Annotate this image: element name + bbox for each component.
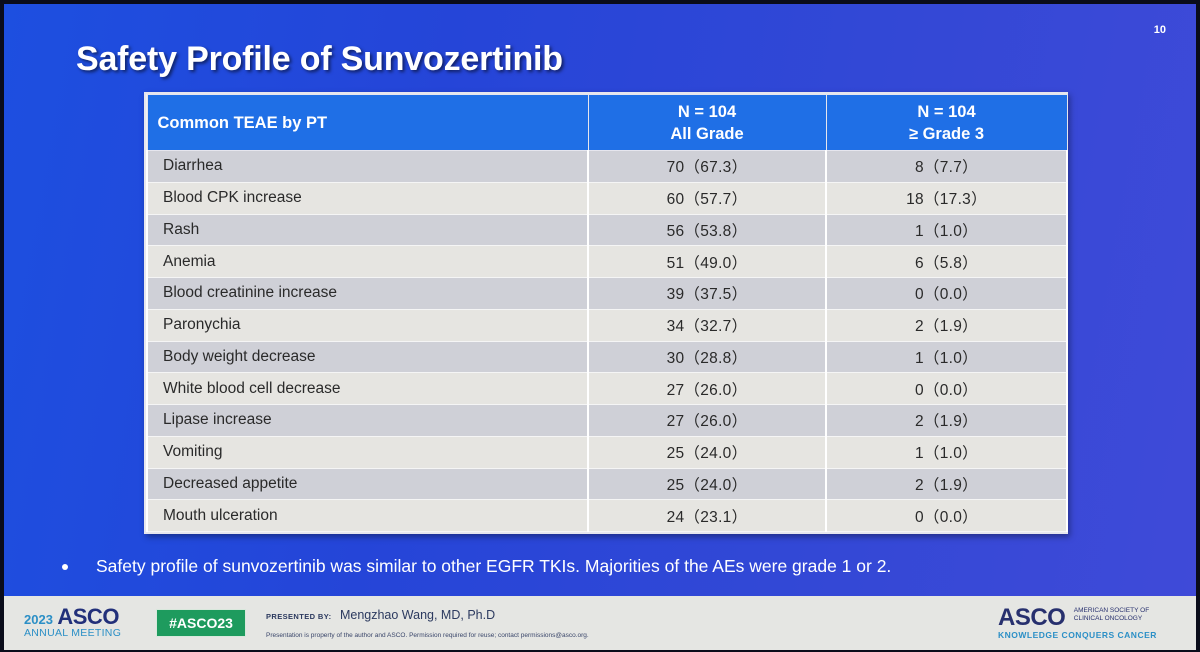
grade3-cell: 1（1.0） xyxy=(825,213,1068,247)
event-cell: Paronychia xyxy=(146,308,589,342)
copyright-notice: Presentation is property of the author a… xyxy=(266,632,589,639)
asco-society-name: AMERICAN SOCIETY OF CLINICAL ONCOLOGY xyxy=(1074,607,1149,623)
asco-society-logo: ASCO AMERICAN SOCIETY OF CLINICAL ONCOLO… xyxy=(998,604,1184,640)
all-grade-cell: 56（53.8） xyxy=(587,213,827,247)
slide-title: Safety Profile of Sunvozertinib xyxy=(76,40,563,78)
table-row: Mouth ulceration 24（23.1） 0（0.0） xyxy=(146,499,1068,532)
event-cell: Rash xyxy=(146,213,589,247)
meeting-year: 2023 xyxy=(24,612,53,627)
all-grade-cell: 39（37.5） xyxy=(587,277,827,310)
event-cell: Blood creatinine increase xyxy=(146,277,589,310)
event-cell: Blood CPK increase xyxy=(146,181,589,215)
table-row: Paronychia 34（32.7） 2（1.9） xyxy=(146,308,1068,342)
grade3-cell: 8（7.7） xyxy=(825,150,1068,183)
table-row: Decreased appetite 25（24.0） 2（1.9） xyxy=(146,467,1068,501)
all-grade-cell: 27（26.0） xyxy=(587,404,827,437)
teae-table-grid: Common TEAE by PT N = 104 All Grade N = … xyxy=(146,94,1068,532)
grade3-cell: 6（5.8） xyxy=(825,245,1068,278)
header-event: Common TEAE by PT xyxy=(146,94,589,151)
table-row: Lipase increase 27（26.0） 2（1.9） xyxy=(146,404,1068,437)
header-all-grade-label: All Grade xyxy=(670,124,744,143)
all-grade-cell: 60（57.7） xyxy=(587,181,827,215)
grade3-cell: 2（1.9） xyxy=(825,467,1068,501)
summary-bullet: Safety profile of sunvozertinib was simi… xyxy=(62,556,891,577)
table-row: White blood cell decrease 27（26.0） 0（0.0… xyxy=(146,372,1068,405)
asco-annual-meeting-logo: 2023 ASCO ANNUAL MEETING xyxy=(24,604,121,639)
table-header-row: Common TEAE by PT N = 104 All Grade N = … xyxy=(146,94,1068,151)
all-grade-cell: 24（23.1） xyxy=(587,499,827,532)
table-row: Body weight decrease 30（28.8） 1（1.0） xyxy=(146,340,1068,374)
table-row: Blood creatinine increase 39（37.5） 0（0.0… xyxy=(146,277,1068,310)
presented-by-label: PRESENTED BY: xyxy=(266,612,332,621)
header-grade3-label: ≥ Grade 3 xyxy=(908,124,985,143)
grade3-cell: 1（1.0） xyxy=(825,340,1068,374)
teae-table: Common TEAE by PT N = 104 All Grade N = … xyxy=(144,92,1068,534)
header-grade3: N = 104 ≥ Grade 3 xyxy=(825,94,1068,151)
all-grade-cell: 25（24.0） xyxy=(587,435,827,469)
grade3-cell: 0（0.0） xyxy=(825,499,1068,532)
summary-text: Safety profile of sunvozertinib was simi… xyxy=(96,556,892,576)
asco-tagline: KNOWLEDGE CONQUERS CANCER xyxy=(998,630,1157,640)
event-cell: Lipase increase xyxy=(146,404,589,437)
grade3-cell: 2（1.9） xyxy=(825,308,1068,342)
grade3-cell: 2（1.9） xyxy=(825,404,1068,437)
grade3-cell: 0（0.0） xyxy=(825,372,1068,405)
all-grade-cell: 25（24.0） xyxy=(587,467,827,501)
table-row: Rash 56（53.8） 1（1.0） xyxy=(146,213,1068,247)
event-cell: White blood cell decrease xyxy=(146,372,589,405)
all-grade-cell: 30（28.8） xyxy=(587,340,827,374)
presenter-name: Mengzhao Wang, MD, Ph.D xyxy=(339,608,496,622)
event-cell: Body weight decrease xyxy=(146,340,589,374)
event-cell: Anemia xyxy=(146,245,589,278)
header-all-grade-n: N = 104 xyxy=(677,102,737,121)
all-grade-cell: 34（32.7） xyxy=(587,308,827,342)
page-number: 10 xyxy=(1153,24,1166,36)
grade3-cell: 1（1.0） xyxy=(825,435,1068,469)
event-cell: Decreased appetite xyxy=(146,467,589,501)
header-grade3-n: N = 104 xyxy=(917,102,976,121)
all-grade-cell: 51（49.0） xyxy=(587,245,827,278)
society-line-2: CLINICAL ONCOLOGY xyxy=(1073,615,1143,622)
meeting-brand: ASCO xyxy=(57,604,119,629)
slide: Safety Profile of Sunvozertinib 10 Commo… xyxy=(4,4,1196,596)
table-row: Vomiting 25（24.0） 1（1.0） xyxy=(146,435,1068,469)
society-line-1: AMERICAN SOCIETY OF xyxy=(1073,607,1150,614)
all-grade-cell: 27（26.0） xyxy=(587,372,827,405)
presenter-info: PRESENTED BY: Mengzhao Wang, MD, Ph.D Pr… xyxy=(266,606,589,639)
all-grade-cell: 70（67.3） xyxy=(587,150,827,183)
event-cell: Diarrhea xyxy=(146,150,589,183)
grade3-cell: 18（17.3） xyxy=(825,181,1068,215)
hashtag-badge: #ASCO23 xyxy=(156,609,246,637)
meeting-subtitle: ANNUAL MEETING xyxy=(24,627,122,639)
table-row: Blood CPK increase 60（57.7） 18（17.3） xyxy=(146,181,1068,215)
table-row: Diarrhea 70（67.3） 8（7.7） xyxy=(146,150,1068,183)
asco-wordmark: ASCO xyxy=(998,604,1066,631)
event-cell: Vomiting xyxy=(146,435,589,469)
footer: 2023 ASCO ANNUAL MEETING #ASCO23 PRESENT… xyxy=(4,596,1196,650)
event-cell: Mouth ulceration xyxy=(146,499,589,532)
table-row: Anemia 51（49.0） 6（5.8） xyxy=(146,245,1068,278)
bullet-icon xyxy=(62,563,68,570)
grade3-cell: 0（0.0） xyxy=(825,277,1068,310)
header-all-grade: N = 104 All Grade xyxy=(587,94,827,151)
